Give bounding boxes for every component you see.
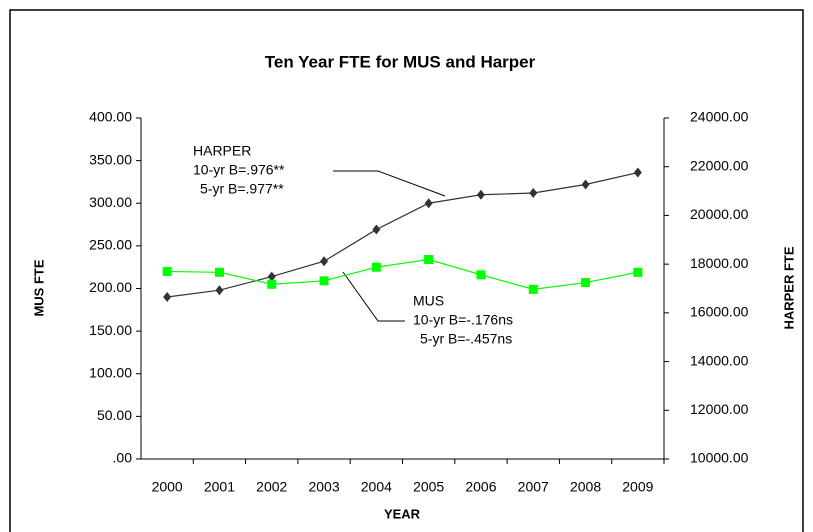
y2-tick-label: 14000.00: [690, 352, 749, 368]
x-tick-label: 2003: [308, 479, 339, 495]
y-tick-label: 100.00: [89, 364, 132, 380]
x-tick-label: 2006: [465, 479, 496, 495]
y2-tick-label: 16000.00: [690, 304, 749, 320]
leader-line: [333, 170, 446, 197]
chart-frame: [9, 9, 804, 532]
chart-title: Ten Year FTE for MUS and Harper: [265, 52, 536, 71]
x-tick-label: 2005: [413, 479, 444, 495]
y2-tick-label: 12000.00: [690, 401, 749, 417]
point: [633, 267, 643, 277]
y-tick-label: 200.00: [89, 279, 132, 295]
point: [267, 271, 276, 282]
y2-tick-label: 18000.00: [690, 255, 749, 271]
annotation: 10-yr B=-.176ns: [413, 312, 513, 328]
point: [633, 167, 642, 178]
series-line: [167, 258, 638, 290]
series-line: [167, 171, 638, 298]
annotation: MUS: [413, 293, 444, 309]
point: [529, 188, 538, 199]
point: [163, 292, 172, 303]
x-tick-label: 2000: [152, 479, 183, 495]
point: [424, 198, 433, 209]
point: [214, 267, 224, 277]
x-tick-label: 2001: [204, 479, 235, 495]
y2-tick-label: 20000.00: [690, 206, 749, 222]
point: [371, 262, 381, 272]
point: [424, 255, 434, 265]
y-axis-label: MUS FTE: [31, 259, 46, 316]
x-tick-label: 2009: [622, 479, 653, 495]
x-axis-label: YEAR: [384, 506, 421, 521]
annotation: 10-yr B=.976**: [193, 162, 285, 178]
annotation: 5-yr B=-.457ns: [420, 331, 512, 347]
point: [476, 189, 485, 200]
y-tick-label: 50.00: [97, 407, 132, 423]
y-tick-label: .00: [113, 450, 133, 466]
y-tick-label: 400.00: [89, 109, 132, 125]
y2-tick-label: 22000.00: [690, 157, 749, 173]
y2-axis-label: HARPER FTE: [781, 246, 796, 329]
point: [319, 276, 329, 286]
y-tick-label: 150.00: [89, 322, 132, 338]
point: [320, 256, 329, 267]
point: [162, 266, 172, 276]
point: [215, 285, 224, 296]
y-tick-label: 300.00: [89, 194, 132, 210]
y-tick-label: 350.00: [89, 151, 132, 167]
y2-tick-label: 24000.00: [690, 109, 749, 125]
annotation: 5-yr B=.977**: [200, 181, 284, 197]
point: [476, 270, 486, 280]
point: [528, 284, 538, 294]
annotation: HARPER: [193, 143, 251, 159]
y2-tick-label: 10000.00: [690, 450, 749, 466]
y-tick-label: 250.00: [89, 237, 132, 253]
leader-line: [342, 271, 405, 322]
x-tick-label: 2004: [361, 479, 392, 495]
x-tick-label: 2002: [256, 479, 287, 495]
x-tick-label: 2008: [570, 479, 601, 495]
point: [581, 278, 591, 288]
point: [372, 224, 381, 235]
point: [581, 179, 590, 190]
x-tick-label: 2007: [518, 479, 549, 495]
point: [267, 279, 277, 289]
